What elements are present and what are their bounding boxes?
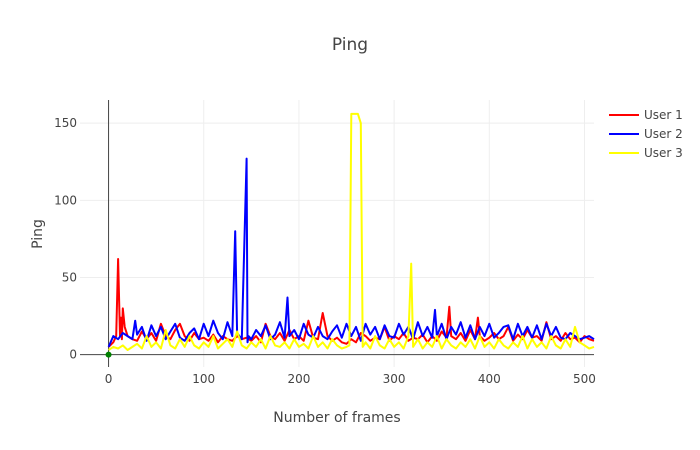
data-point-marker — [105, 351, 112, 358]
x-tick-label: 500 — [573, 372, 596, 386]
legend[interactable]: User 1 User 2 User 3 — [609, 108, 683, 160]
y-tick-label: 100 — [54, 193, 77, 207]
axes — [80, 100, 594, 367]
x-tick-label: 300 — [383, 372, 406, 386]
gridlines — [80, 100, 594, 367]
y-axis-title: Ping — [30, 219, 46, 249]
x-tick-label: 400 — [478, 372, 501, 386]
tick-labels: 0 100 200 300 400 500 0 50 100 150 — [54, 116, 596, 386]
x-tick-label: 200 — [287, 372, 310, 386]
y-tick-label: 150 — [54, 116, 77, 130]
legend-item-user-3[interactable]: User 3 — [609, 146, 683, 160]
x-axis-title: Number of frames — [273, 410, 400, 426]
chart-title: Ping — [332, 35, 368, 55]
legend-label: User 1 — [644, 108, 683, 122]
legend-label: User 3 — [644, 146, 683, 160]
series-line-user-1 — [107, 258, 595, 348]
legend-item-user-2[interactable]: User 2 — [609, 127, 683, 141]
series-layer — [105, 112, 595, 358]
y-tick-label: 0 — [69, 348, 77, 362]
series-line-user-2 — [107, 157, 595, 348]
x-tick-label: 0 — [105, 372, 113, 386]
series-line-user-3 — [108, 112, 595, 351]
legend-item-user-1[interactable]: User 1 — [609, 108, 683, 122]
y-tick-label: 50 — [62, 270, 77, 284]
legend-label: User 2 — [644, 127, 683, 141]
x-tick-label: 100 — [192, 372, 215, 386]
